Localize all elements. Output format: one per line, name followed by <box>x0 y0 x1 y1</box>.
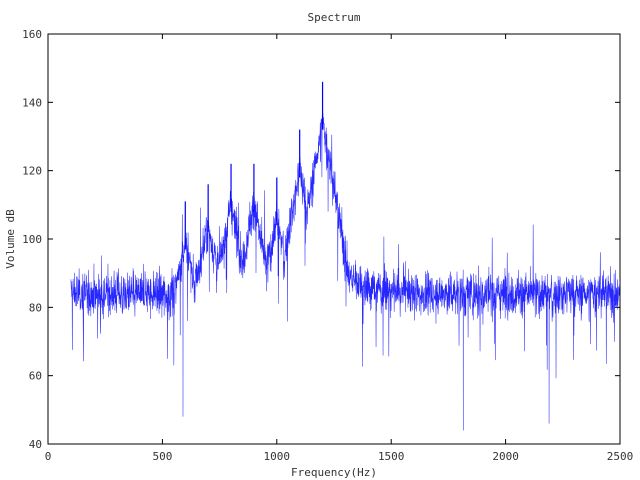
series-layer <box>70 81 621 431</box>
x-tick-label: 0 <box>45 450 52 463</box>
x-axis-label: Frequency(Hz) <box>291 466 377 479</box>
x-tick-label: 1000 <box>264 450 291 463</box>
plot-frame <box>47 33 621 445</box>
chart-title: Spectrum <box>308 11 361 24</box>
y-axis-label: Volume dB <box>4 209 17 269</box>
y-tick-label: 80 <box>29 301 42 314</box>
y-tick-label: 160 <box>22 28 42 41</box>
axis-ticks: 0 500 1000 1500 2000 2500 40 60 80 100 120 140 160 <box>22 28 633 463</box>
y-tick-label: 120 <box>22 165 42 178</box>
x-tick-label: 1500 <box>378 450 405 463</box>
x-tick-label: 500 <box>152 450 172 463</box>
y-tick-label: 40 <box>29 438 42 451</box>
spectrum-series-line <box>70 81 621 431</box>
y-tick-label: 60 <box>29 370 42 383</box>
y-tick-label: 140 <box>22 96 42 109</box>
y-tick-label: 100 <box>22 233 42 246</box>
x-tick-label: 2500 <box>607 450 634 463</box>
x-tick-label: 2000 <box>492 450 519 463</box>
